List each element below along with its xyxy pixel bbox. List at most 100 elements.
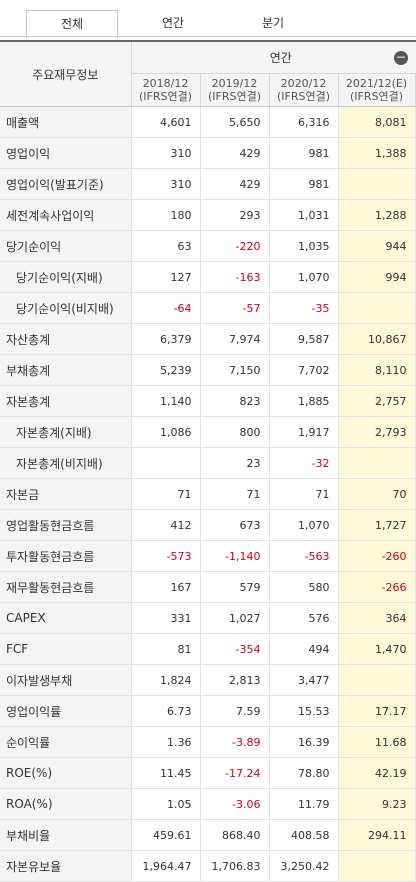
table-row: 영업이익률 6.73 7.59 15.53 17.17 xyxy=(0,695,416,727)
value-cell: 1,885 xyxy=(269,385,339,417)
value-cell: 429 xyxy=(200,137,270,169)
estimate-cell: 10,867 xyxy=(338,323,416,355)
value-cell: 71 xyxy=(200,478,270,510)
value-cell: 7,702 xyxy=(269,354,339,386)
row-label: 당기순이익(지배) xyxy=(0,261,132,293)
column-basis: (IFRS연결) xyxy=(207,90,262,103)
column-header-2018: 2018/12 (IFRS연결) xyxy=(131,73,201,107)
value-cell: 9,587 xyxy=(269,323,339,355)
row-label: 세전계속사업이익 xyxy=(0,199,132,231)
estimate-cell: 1,288 xyxy=(338,199,416,231)
value-cell: 6,316 xyxy=(269,106,339,138)
row-label: 자산총계 xyxy=(0,323,132,355)
value-cell: 11.79 xyxy=(269,788,339,820)
table-row: 자본금 71 71 71 70 xyxy=(0,478,416,510)
row-label: 영업이익 xyxy=(0,137,132,169)
period-tabs: 전체 연간 분기 xyxy=(0,0,416,40)
value-cell: -163 xyxy=(200,261,270,293)
value-cell: 1,824 xyxy=(131,664,201,696)
value-cell: -3.89 xyxy=(200,726,270,758)
value-cell: -1,140 xyxy=(200,540,270,572)
value-cell: 494 xyxy=(269,633,339,665)
value-cell: 7.59 xyxy=(200,695,270,727)
estimate-cell: 2,757 xyxy=(338,385,416,417)
estimate-cell: 11.68 xyxy=(338,726,416,758)
column-basis: (IFRS연결) xyxy=(349,90,404,103)
value-cell: 412 xyxy=(131,509,201,541)
value-cell: -220 xyxy=(200,230,270,262)
table-row: ROE(%) 11.45 -17.24 78.80 42.19 xyxy=(0,757,416,789)
value-cell: 1,917 xyxy=(269,416,339,448)
estimate-cell: 2,793 xyxy=(338,416,416,448)
value-cell: 1.36 xyxy=(131,726,201,758)
value-cell: 673 xyxy=(200,509,270,541)
value-cell: 7,150 xyxy=(200,354,270,386)
value-cell: -563 xyxy=(269,540,339,572)
value-cell: 1.05 xyxy=(131,788,201,820)
row-label: 자본유보율 xyxy=(0,850,132,882)
minus-circle-icon[interactable]: − xyxy=(394,50,409,65)
value-cell: 6,379 xyxy=(131,323,201,355)
table-row: FCF 81 -354 494 1,470 xyxy=(0,633,416,665)
value-cell: -354 xyxy=(200,633,270,665)
value-cell: 127 xyxy=(131,261,201,293)
table-row: 자본총계(비지배) 23 -32 xyxy=(0,447,416,479)
table-row: CAPEX 331 1,027 576 364 xyxy=(0,602,416,634)
value-cell: 1,035 xyxy=(269,230,339,262)
estimate-cell xyxy=(338,850,416,882)
estimate-cell: 944 xyxy=(338,230,416,262)
value-cell: 1,031 xyxy=(269,199,339,231)
table-row: 자산총계 6,379 7,974 9,587 10,867 xyxy=(0,323,416,355)
row-label: 자본총계 xyxy=(0,385,132,417)
value-cell: 1,070 xyxy=(269,509,339,541)
value-cell: 1,140 xyxy=(131,385,201,417)
estimate-cell: 8,081 xyxy=(338,106,416,138)
estimate-cell: 1,388 xyxy=(338,137,416,169)
table-row: 순이익률 1.36 -3.89 16.39 11.68 xyxy=(0,726,416,758)
row-label: 영업활동현금흐름 xyxy=(0,509,132,541)
estimate-cell xyxy=(338,292,416,324)
value-cell: 11.45 xyxy=(131,757,201,789)
value-cell: 293 xyxy=(200,199,270,231)
row-label: 매출액 xyxy=(0,106,132,138)
estimate-cell: 994 xyxy=(338,261,416,293)
tab-all[interactable]: 전체 xyxy=(26,10,118,38)
value-cell: -573 xyxy=(131,540,201,572)
tab-quarterly[interactable]: 분기 xyxy=(261,16,285,30)
value-cell: -35 xyxy=(269,292,339,324)
financial-table-container: 주요재무정보 연간 − 2018/12 (IFRS연결) 2019/12 (IF… xyxy=(0,40,416,882)
estimate-cell: 8,110 xyxy=(338,354,416,386)
period-group-header: 연간 − xyxy=(131,40,416,74)
value-cell: 2,813 xyxy=(200,664,270,696)
label-column-header: 주요재무정보 xyxy=(0,40,132,107)
row-label: 당기순이익(비지배) xyxy=(0,292,132,324)
table-row: 영업이익(발표기준) 310 429 981 xyxy=(0,168,416,200)
value-cell: 71 xyxy=(131,478,201,510)
table-row: 매출액 4,601 5,650 6,316 8,081 xyxy=(0,106,416,138)
value-cell: 16.39 xyxy=(269,726,339,758)
value-cell: 15.53 xyxy=(269,695,339,727)
table-row: 당기순이익(비지배) -64 -57 -35 xyxy=(0,292,416,324)
value-cell: 579 xyxy=(200,571,270,603)
row-label: 이자발생부채 xyxy=(0,664,132,696)
value-cell: 800 xyxy=(200,416,270,448)
value-cell: 576 xyxy=(269,602,339,634)
value-cell: 167 xyxy=(131,571,201,603)
row-label: 부채총계 xyxy=(0,354,132,386)
row-label: 영업이익률 xyxy=(0,695,132,727)
value-cell: 408.58 xyxy=(269,819,339,851)
row-label: 자본총계(지배) xyxy=(0,416,132,448)
value-cell: 1,706.83 xyxy=(200,850,270,882)
value-cell: 1,027 xyxy=(200,602,270,634)
estimate-cell xyxy=(338,168,416,200)
column-period: 2018/12 xyxy=(142,77,189,90)
column-period: 2021/12(E) xyxy=(345,77,408,90)
table-row: 자본총계(지배) 1,086 800 1,917 2,793 xyxy=(0,416,416,448)
value-cell: 823 xyxy=(200,385,270,417)
row-label: 자본금 xyxy=(0,478,132,510)
value-cell: -3.06 xyxy=(200,788,270,820)
value-cell: 23 xyxy=(200,447,270,479)
tab-annual[interactable]: 연간 xyxy=(161,16,185,30)
column-header-2021-estimate: 2021/12(E) (IFRS연결) xyxy=(338,73,416,107)
value-cell: 5,650 xyxy=(200,106,270,138)
